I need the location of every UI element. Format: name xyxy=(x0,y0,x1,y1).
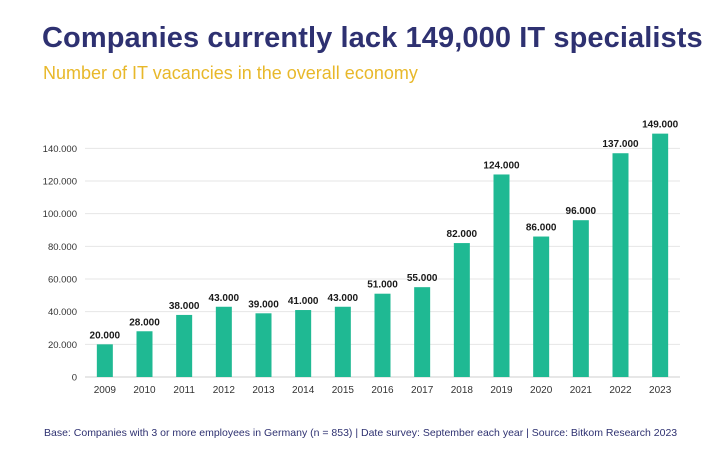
bar-value-label: 28.000 xyxy=(129,317,160,328)
x-tick-label: 2022 xyxy=(609,385,632,396)
bar-value-label: 38.000 xyxy=(169,301,200,312)
x-tick-label: 2018 xyxy=(451,385,474,396)
y-tick-label: 140.000 xyxy=(43,144,77,155)
bar xyxy=(176,314,193,377)
bar xyxy=(612,153,629,377)
bar-value-label: 20.000 xyxy=(90,330,121,341)
bar xyxy=(453,243,470,377)
x-tick-label: 2017 xyxy=(411,385,434,396)
bar xyxy=(533,236,550,377)
x-tick-label: 2009 xyxy=(94,385,117,396)
bar-value-label: 96.000 xyxy=(566,206,597,217)
x-tick-label: 2013 xyxy=(252,385,275,396)
bar-value-label: 82.000 xyxy=(447,229,478,240)
bar-value-label: 124.000 xyxy=(483,160,520,171)
bar xyxy=(96,344,113,377)
bar xyxy=(652,133,669,377)
bar-value-label: 137.000 xyxy=(602,139,639,150)
bar xyxy=(295,310,312,377)
bar xyxy=(572,220,589,377)
source-note: Base: Companies with 3 or more employees… xyxy=(44,427,678,439)
bar xyxy=(334,306,351,377)
bar-value-label: 149.000 xyxy=(642,120,679,131)
x-tick-label: 2014 xyxy=(292,385,315,396)
x-tick-label: 2011 xyxy=(173,385,195,396)
bar-value-label: 86.000 xyxy=(526,223,557,234)
x-tick-label: 2012 xyxy=(213,385,236,396)
bar-value-label: 43.000 xyxy=(328,293,359,304)
y-tick-label: 0 xyxy=(72,373,77,384)
bar xyxy=(493,174,510,377)
y-tick-label: 80.000 xyxy=(48,242,77,253)
chart-title: Companies currently lack 149,000 IT spec… xyxy=(42,22,703,54)
x-tick-label: 2015 xyxy=(332,385,355,396)
x-tick-label: 2019 xyxy=(490,385,513,396)
bar-value-label: 51.000 xyxy=(367,280,398,291)
y-tick-label: 40.000 xyxy=(48,307,77,318)
x-tick-label: 2010 xyxy=(133,385,156,396)
bar xyxy=(215,306,232,377)
bar-value-label: 39.000 xyxy=(248,299,279,310)
x-tick-label: 2021 xyxy=(570,385,593,396)
bar-value-label: 43.000 xyxy=(209,293,240,304)
y-tick-label: 120.000 xyxy=(43,177,77,188)
y-tick-label: 100.000 xyxy=(43,209,77,220)
bar-value-label: 41.000 xyxy=(288,296,319,307)
y-tick-label: 20.000 xyxy=(48,340,77,351)
x-tick-label: 2016 xyxy=(371,385,394,396)
bar xyxy=(414,287,431,377)
x-tick-label: 2020 xyxy=(530,385,553,396)
y-tick-label: 60.000 xyxy=(48,275,77,286)
bar xyxy=(136,331,153,377)
bar xyxy=(374,293,391,377)
bar xyxy=(255,313,272,377)
x-tick-label: 2023 xyxy=(649,385,672,396)
chart-subtitle: Number of IT vacancies in the overall ec… xyxy=(43,63,418,83)
bar-value-label: 55.000 xyxy=(407,273,438,284)
